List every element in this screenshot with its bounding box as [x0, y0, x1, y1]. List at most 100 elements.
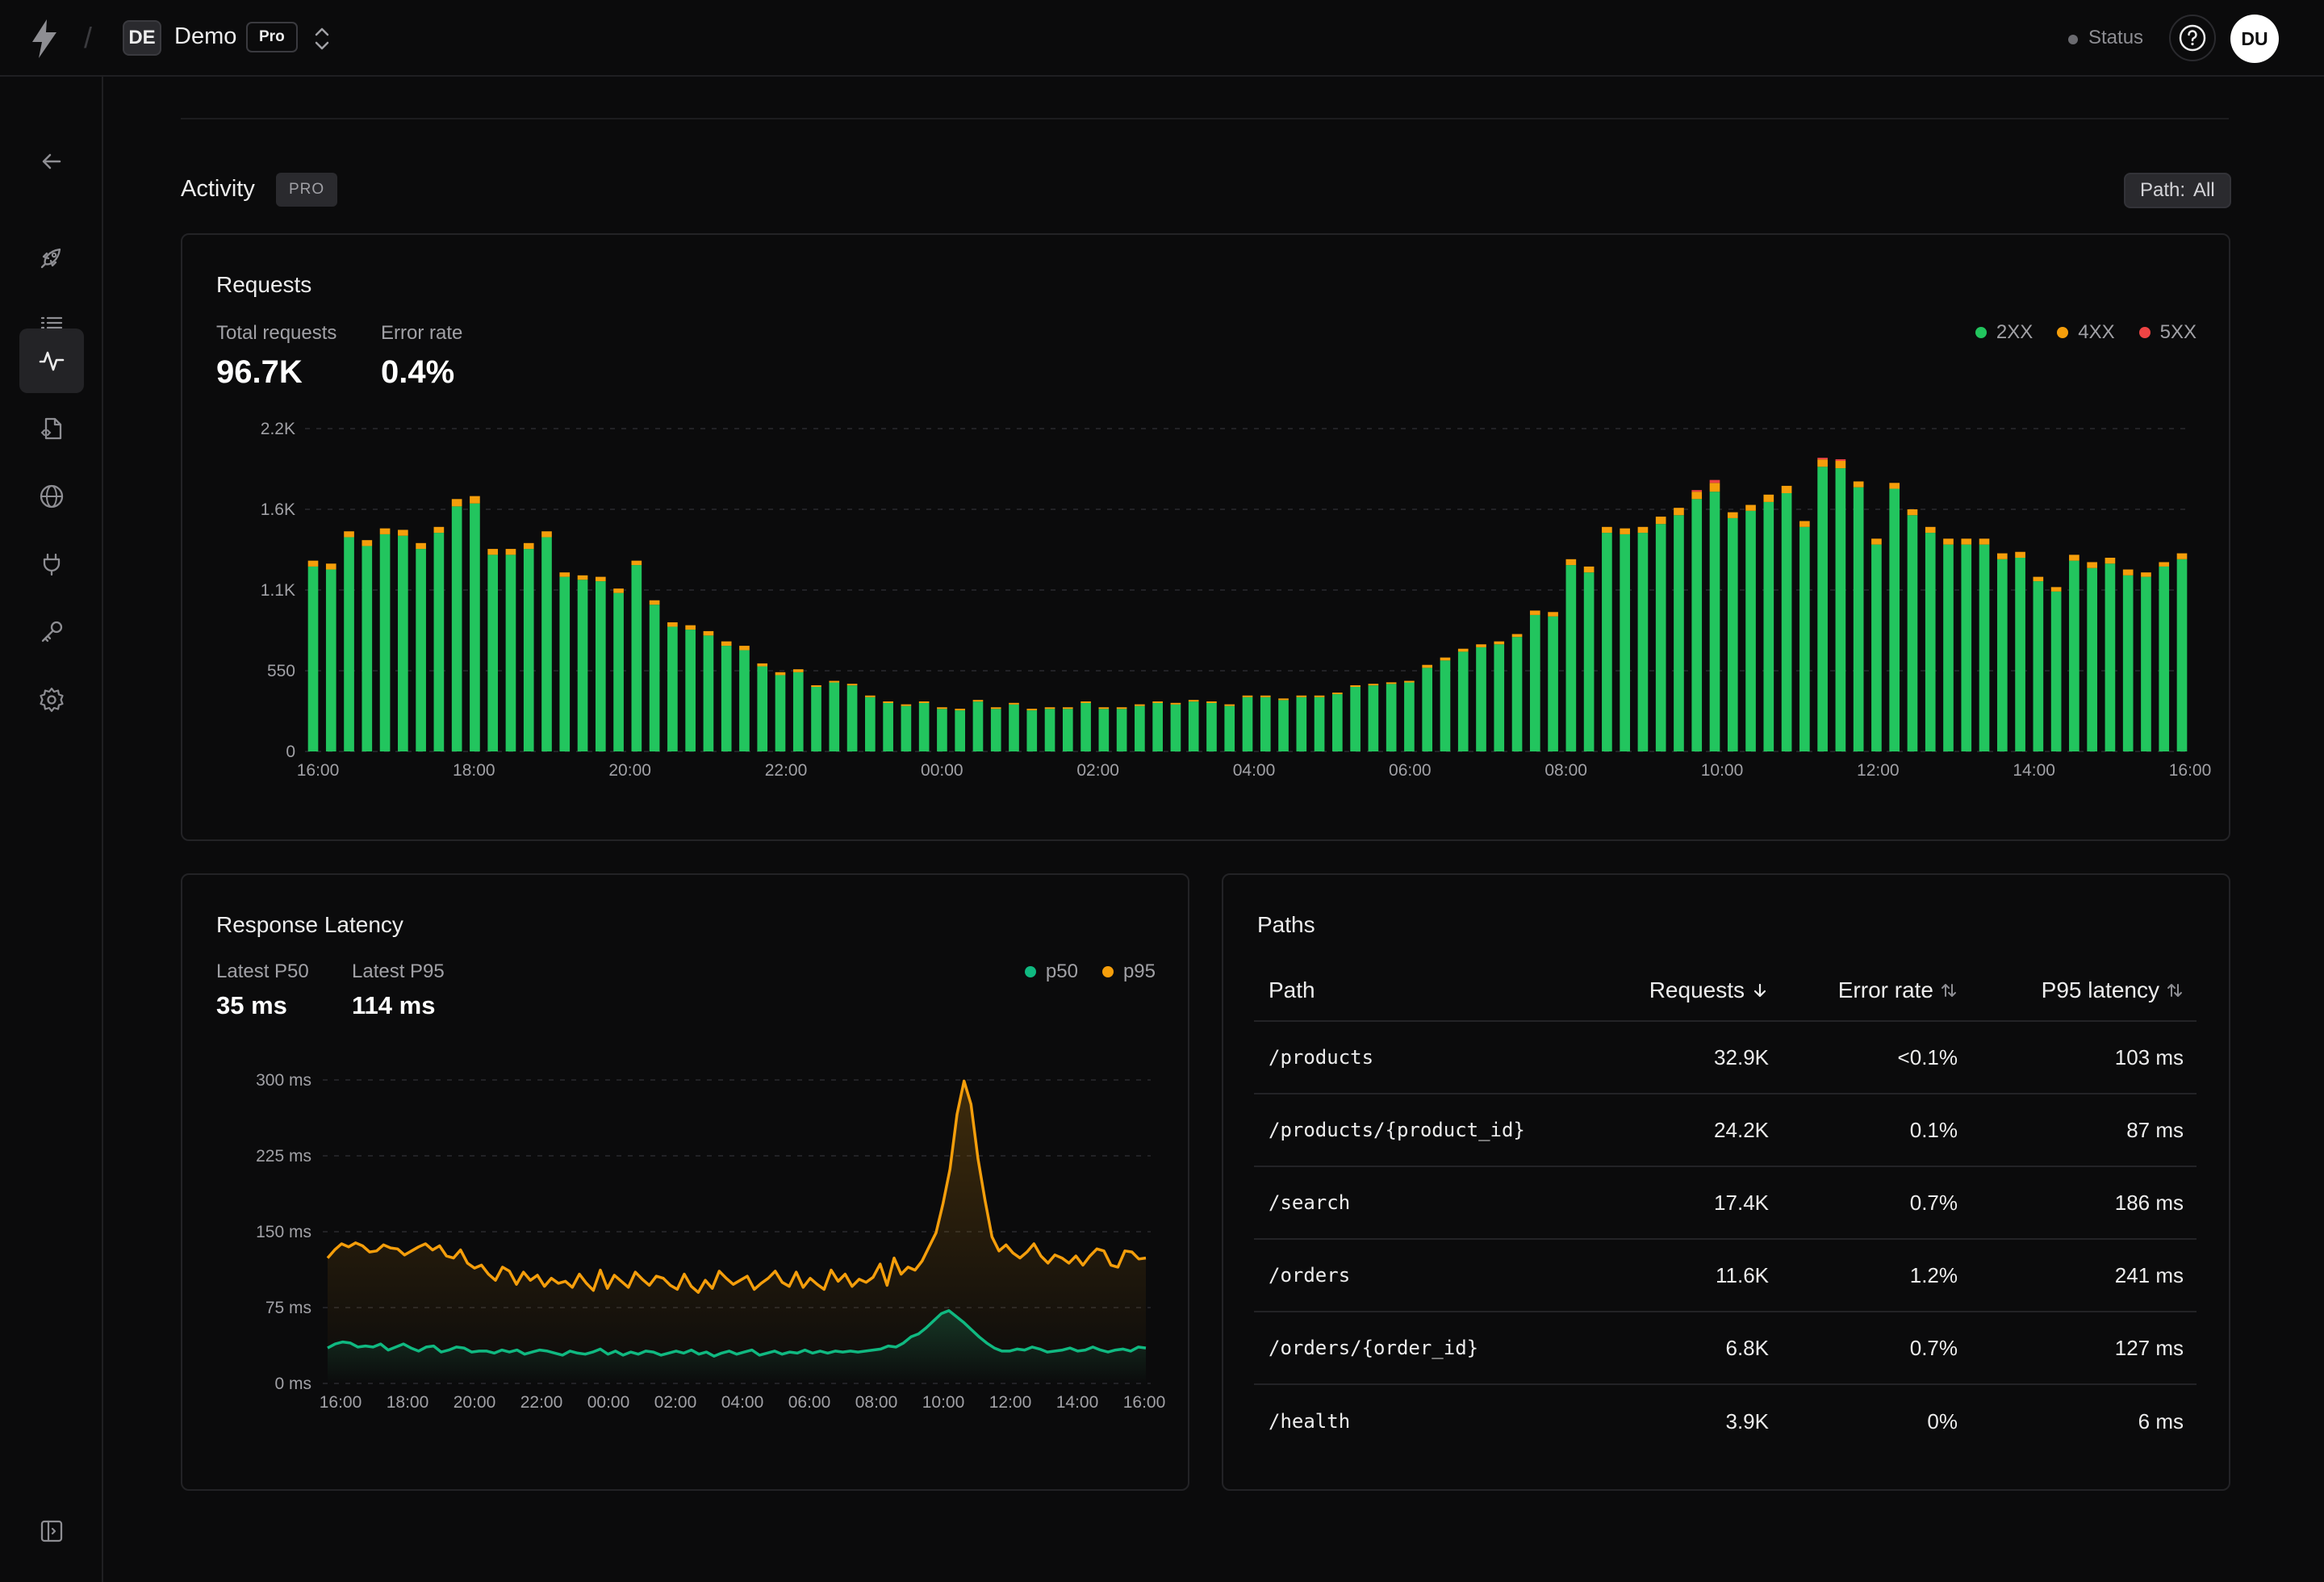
bar-4xx	[1996, 553, 2008, 559]
column-header-requests[interactable]: Requests	[1649, 960, 1769, 1020]
x-axis-tick-label: 12:00	[1857, 761, 1900, 780]
legend-label-2xx: 2XX	[1996, 321, 2034, 343]
bar-4xx	[1296, 695, 1307, 697]
x-axis-tick-label: 02:00	[654, 1393, 697, 1412]
latency-title: Response Latency	[216, 912, 403, 937]
path-filter-button[interactable]: Path: All	[2124, 173, 2231, 208]
bar-4xx	[1727, 512, 1738, 518]
bar-2xx	[721, 646, 732, 751]
bar-2xx	[1314, 697, 1325, 751]
legend-label-p50: p50	[1045, 960, 1078, 982]
table-row[interactable]: /products 32.9K <0.1% 103 ms	[1254, 1022, 2197, 1094]
bar-4xx	[1763, 494, 1774, 502]
paths-table: Path Requests Error rate P95 latency /pr…	[1254, 960, 2197, 1458]
bar-2xx	[1925, 533, 1936, 751]
bar-5xx	[1817, 458, 1828, 460]
bar-2xx	[667, 626, 678, 751]
bar-2xx	[1602, 533, 1612, 751]
bar-2xx	[1098, 709, 1110, 751]
sidebar-item-integrations[interactable]	[19, 532, 84, 596]
x-axis-tick-label: 18:00	[453, 761, 495, 780]
bar-4xx	[2159, 562, 2170, 567]
bar-4xx	[1350, 685, 1361, 687]
bar-4xx	[811, 685, 821, 687]
bar-4xx	[1799, 521, 1810, 527]
bar-2xx	[739, 650, 750, 751]
x-axis-tick-label: 10:00	[1701, 761, 1744, 780]
bar-4xx	[379, 528, 391, 534]
error-rate-value: 0.4%	[381, 354, 455, 390]
x-axis-tick-label: 06:00	[788, 1393, 831, 1412]
error-rate-cell: 0.1%	[1909, 1117, 1958, 1142]
legend-dot-5xx	[2138, 327, 2151, 338]
y-axis-tick-label: 0	[286, 743, 295, 761]
sidebar-item-activity[interactable]	[19, 329, 84, 393]
bar-2xx	[1655, 524, 1666, 751]
bar-2xx	[1871, 544, 1882, 751]
sidebar-item-api-keys[interactable]	[19, 600, 84, 664]
file-code-icon	[40, 417, 62, 440]
status-indicator	[2068, 35, 2078, 44]
bar-4xx	[1368, 684, 1379, 686]
sort-icon	[2167, 984, 2182, 997]
column-header-path[interactable]: Path	[1269, 960, 1315, 1020]
back-button[interactable]	[19, 129, 84, 194]
bar-2xx	[2159, 566, 2170, 751]
table-row[interactable]: /products/{product_id} 24.2K 0.1% 87 ms	[1254, 1094, 2197, 1167]
table-row[interactable]: /search 17.4K 0.7% 186 ms	[1254, 1167, 2197, 1240]
bar-2xx	[811, 687, 821, 751]
y-axis-tick-label: 225 ms	[256, 1147, 311, 1166]
bar-5xx	[1709, 479, 1720, 483]
sidebar-item-deployments[interactable]	[19, 225, 84, 290]
table-row[interactable]: /orders/{order_id} 6.8K 0.7% 127 ms	[1254, 1312, 2197, 1385]
total-requests-value: 96.7K	[216, 354, 303, 390]
bar-4xx	[1457, 648, 1469, 652]
bar-4xx	[1817, 459, 1828, 467]
sidebar-collapse-button[interactable]	[19, 1499, 84, 1563]
sidebar-item-domains[interactable]	[19, 464, 84, 529]
sidebar-item-files[interactable]	[19, 396, 84, 461]
bar-4xx	[865, 695, 876, 697]
chevron-up-down-icon[interactable]	[311, 24, 332, 53]
column-header-p95-latency[interactable]: P95 latency	[2042, 960, 2184, 1020]
bar-2xx	[2176, 559, 2188, 751]
column-header-path-label: Path	[1269, 977, 1315, 1002]
error-rate-cell: <0.1%	[1897, 1044, 1958, 1069]
table-row[interactable]: /health 3.9K 0% 6 ms	[1254, 1385, 2197, 1458]
help-button[interactable]	[2169, 15, 2216, 61]
project-avatar[interactable]: DE	[123, 20, 161, 56]
bar-2xx	[1386, 684, 1397, 751]
bar-2xx	[1529, 614, 1540, 751]
logo-icon[interactable]	[31, 19, 58, 58]
bar-2xx	[307, 566, 319, 751]
column-header-p95-latency-label: P95 latency	[2041, 977, 2159, 1002]
sidebar-item-settings[interactable]	[19, 668, 84, 732]
bar-2xx	[829, 682, 840, 751]
path-cell: /products	[1269, 1046, 1374, 1069]
bar-2xx	[865, 697, 876, 751]
bar-4xx	[1422, 664, 1433, 668]
legend-dot-p50	[1024, 966, 1036, 977]
legend-dot-p95	[1101, 966, 1114, 977]
bar-2xx	[505, 555, 516, 751]
paths-card: Paths	[1222, 873, 2230, 1491]
bar-4xx	[487, 549, 499, 555]
project-name[interactable]: Demo	[174, 23, 237, 49]
user-avatar[interactable]: DU	[2230, 15, 2279, 63]
bar-4xx	[1511, 634, 1523, 638]
bar-4xx	[775, 672, 786, 676]
table-row[interactable]: /orders 11.6K 1.2% 241 ms	[1254, 1240, 2197, 1312]
bar-4xx	[1889, 483, 1900, 489]
y-axis-tick-label: 1.1K	[261, 581, 295, 600]
status-link[interactable]: Status	[2088, 27, 2144, 48]
bar-2xx	[1853, 487, 1864, 751]
bar-4xx	[1242, 695, 1253, 697]
bar-4xx	[1871, 538, 1882, 545]
bar-2xx	[2087, 567, 2097, 751]
bar-4xx	[1332, 693, 1343, 695]
globe-icon	[40, 484, 64, 508]
bar-2xx	[2105, 563, 2116, 751]
bar-4xx	[631, 560, 642, 566]
column-header-error-rate[interactable]: Error rate	[1838, 960, 1958, 1020]
p95-series-area	[328, 1081, 1146, 1383]
